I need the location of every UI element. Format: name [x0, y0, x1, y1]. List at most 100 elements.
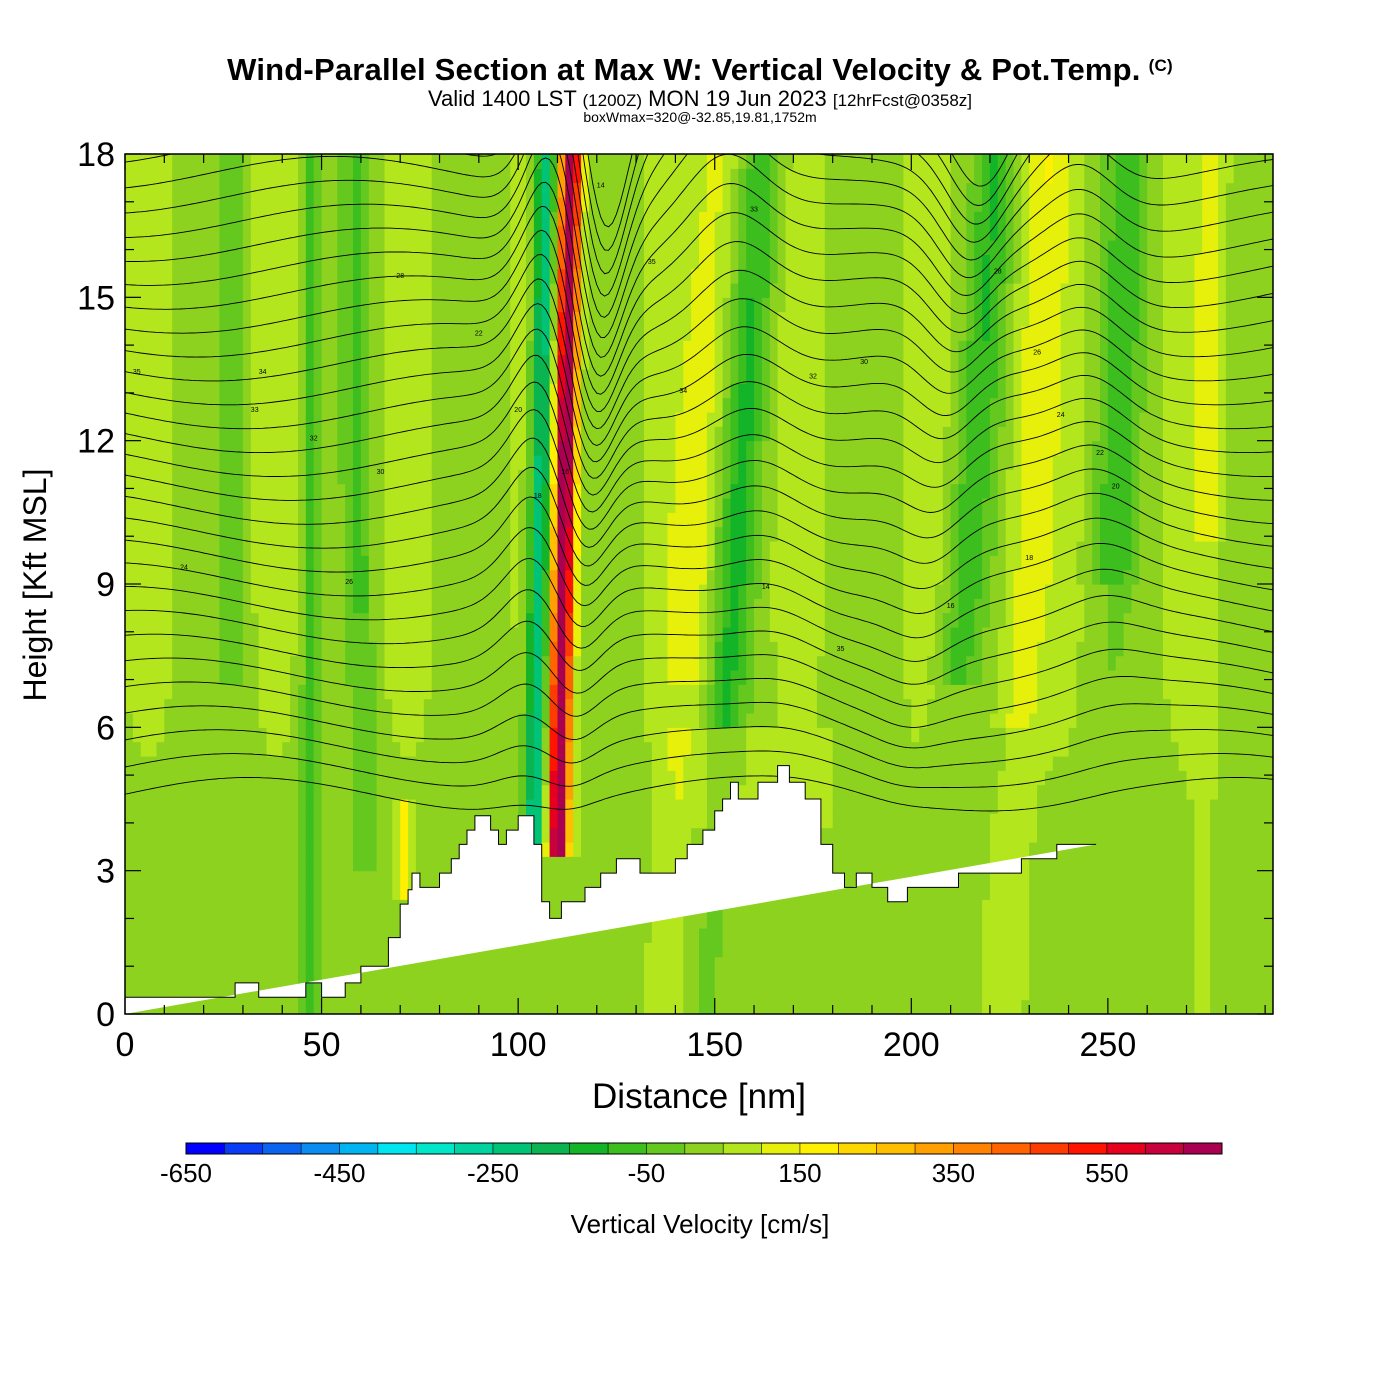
field-cell — [651, 211, 661, 227]
field-cell — [667, 971, 676, 986]
field-cell — [400, 741, 409, 757]
field-cell — [180, 885, 189, 900]
field-cell — [360, 412, 370, 427]
field-cell — [187, 655, 197, 671]
field-cell — [651, 254, 661, 270]
field-cell — [486, 741, 496, 757]
field-cell — [400, 627, 409, 642]
field-cell — [368, 770, 378, 786]
field-cell — [471, 512, 480, 528]
field-cell — [156, 641, 165, 657]
field-cell — [242, 612, 252, 628]
field-cell — [620, 770, 629, 786]
field-cell — [156, 225, 165, 241]
field-cell — [313, 985, 323, 1001]
field-cell — [132, 784, 142, 800]
field-cell — [714, 971, 724, 986]
field-cell — [321, 154, 331, 169]
field-cell — [282, 784, 291, 800]
field-cell — [746, 770, 755, 786]
field-cell — [258, 211, 268, 227]
field-cell — [620, 999, 629, 1014]
field-cell — [620, 584, 629, 599]
field-cell — [219, 369, 228, 384]
field-cell — [526, 756, 535, 771]
field-cell — [164, 655, 173, 671]
field-cell — [699, 240, 708, 255]
field-cell — [321, 584, 331, 599]
field-cell — [738, 627, 747, 642]
field-cell — [211, 197, 220, 212]
field-cell — [219, 928, 228, 943]
field-cell — [738, 297, 747, 313]
field-cell — [549, 354, 559, 370]
field-cell — [683, 225, 692, 241]
field-cell — [478, 684, 488, 700]
field-cell — [463, 655, 472, 671]
field-cell — [565, 297, 574, 313]
field-cell — [777, 928, 787, 943]
field-cell — [455, 526, 464, 542]
field-cell — [313, 799, 323, 814]
field-cell — [526, 498, 535, 513]
field-cell — [722, 541, 732, 556]
field-cell — [581, 698, 590, 714]
field-cell — [581, 684, 590, 700]
field-cell — [431, 999, 441, 1014]
field-cell — [612, 655, 621, 671]
field-cell — [148, 541, 158, 556]
field-cell — [518, 569, 527, 585]
field-cell — [195, 211, 205, 227]
field-cell — [706, 655, 716, 671]
field-cell — [620, 397, 629, 413]
field-cell — [164, 999, 173, 1014]
field-cell — [667, 455, 676, 470]
field-cell — [290, 326, 299, 341]
field-cell — [392, 326, 401, 341]
field-cell — [376, 684, 386, 700]
field-cell — [203, 412, 213, 427]
field-cell — [384, 612, 393, 628]
field-cell — [219, 340, 228, 356]
field-cell — [313, 369, 323, 384]
field-cell — [180, 627, 189, 642]
field-cell — [258, 727, 268, 743]
field-cell — [447, 483, 456, 499]
field-cell — [659, 268, 669, 284]
field-cell — [518, 655, 527, 671]
field-cell — [691, 483, 700, 499]
field-cell — [533, 197, 543, 212]
field-cell — [125, 913, 134, 929]
field-cell — [604, 311, 614, 327]
field-cell — [290, 555, 299, 571]
field-cell — [219, 426, 228, 442]
field-cell — [722, 283, 732, 298]
field-cell — [588, 584, 598, 599]
field-cell — [510, 182, 519, 198]
field-cell — [628, 283, 637, 298]
field-cell — [148, 971, 158, 986]
field-cell — [329, 684, 338, 700]
field-cell — [659, 842, 669, 857]
field-cell — [699, 268, 708, 284]
field-cell — [730, 756, 739, 771]
field-cell — [769, 440, 779, 456]
field-cell — [510, 154, 519, 169]
field-cell — [761, 598, 771, 614]
field-cell — [541, 412, 551, 427]
field-cell — [588, 225, 598, 241]
field-cell — [565, 541, 574, 556]
field-cell — [683, 741, 692, 757]
field-cell — [180, 727, 189, 743]
field-cell — [305, 555, 315, 571]
field-cell — [644, 641, 653, 657]
field-cell — [274, 813, 283, 829]
field-cell — [187, 598, 197, 614]
field-cell — [187, 483, 197, 499]
field-cell — [384, 498, 393, 513]
field-cell — [242, 856, 252, 872]
field-cell — [164, 598, 173, 614]
field-cell — [573, 799, 582, 814]
field-cell — [706, 971, 716, 986]
field-cell — [588, 856, 598, 872]
